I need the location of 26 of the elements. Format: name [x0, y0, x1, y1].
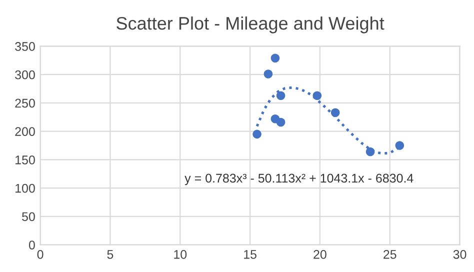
x-tick-label: 30: [453, 250, 466, 259]
annotation: y = 0.783x³ - 50.113x² + 1043.1x - 6830.4: [184, 174, 414, 186]
x-tick-label: 5: [107, 250, 114, 259]
y-tick-label: 0: [28, 240, 35, 250]
x-tick-label: 15: [244, 250, 256, 259]
point: [276, 91, 286, 100]
point: [270, 54, 280, 63]
y-tick-label: 350: [15, 42, 35, 51]
x-tick-label: 10: [174, 250, 187, 259]
point: [276, 118, 286, 127]
x-tick-label: 25: [384, 250, 396, 259]
point: [312, 91, 322, 100]
y-tick-label: 250: [15, 98, 35, 108]
y-tick-label: 200: [15, 127, 35, 136]
y-tick-label: 100: [16, 184, 35, 193]
point: [264, 70, 273, 78]
point: [366, 147, 375, 156]
point: [330, 108, 340, 118]
y-tick-label: 150: [16, 156, 35, 164]
y-tick-label: 300: [15, 70, 35, 80]
point: [395, 141, 404, 150]
y-tick-label: 50: [22, 212, 35, 222]
point: [252, 130, 262, 139]
x-tick-label: 0: [37, 250, 44, 259]
x-tick-label: 20: [314, 250, 326, 259]
chart-title: Scatter Plot - Mileage and Weight: [116, 16, 384, 34]
